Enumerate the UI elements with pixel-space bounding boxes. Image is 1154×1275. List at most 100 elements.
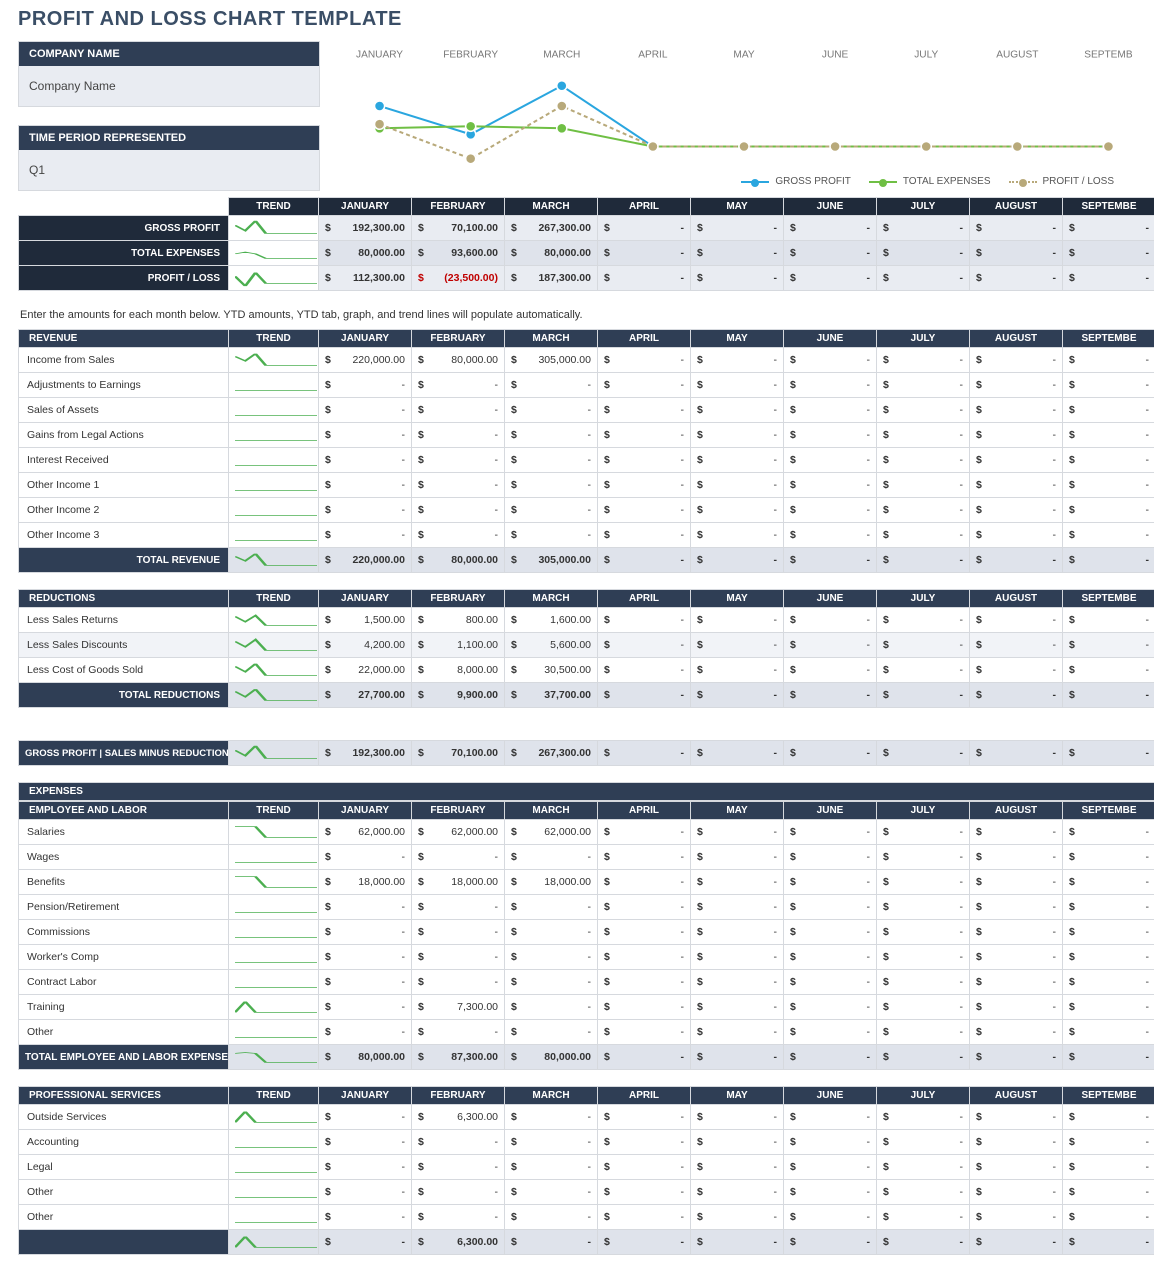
value-cell[interactable]: $-	[784, 870, 877, 895]
value-cell[interactable]: $-	[691, 1230, 784, 1255]
value-cell[interactable]: $-	[784, 216, 877, 241]
value-cell[interactable]: $-	[598, 895, 691, 920]
value-cell[interactable]: $-	[691, 683, 784, 708]
value-cell[interactable]: $-	[598, 820, 691, 845]
value-cell[interactable]: $-	[970, 741, 1063, 766]
company-value[interactable]: Company Name	[19, 66, 319, 106]
value-cell[interactable]: $-	[691, 970, 784, 995]
value-cell[interactable]: $-	[691, 995, 784, 1020]
value-cell[interactable]: $-	[970, 658, 1063, 683]
value-cell[interactable]: $267,300.00	[505, 216, 598, 241]
value-cell[interactable]: $-	[970, 423, 1063, 448]
value-cell[interactable]: $4,200.00	[319, 633, 412, 658]
value-cell[interactable]: $62,000.00	[505, 820, 598, 845]
value-cell[interactable]: $-	[970, 845, 1063, 870]
value-cell[interactable]: $-	[598, 373, 691, 398]
value-cell[interactable]: $87,300.00	[412, 1045, 505, 1070]
value-cell[interactable]: $-	[691, 398, 784, 423]
value-cell[interactable]: $-	[784, 683, 877, 708]
value-cell[interactable]: $-	[970, 1155, 1063, 1180]
value-cell[interactable]: $192,300.00	[319, 741, 412, 766]
value-cell[interactable]: $-	[877, 608, 970, 633]
value-cell[interactable]: $-	[691, 895, 784, 920]
value-cell[interactable]: $-	[784, 820, 877, 845]
value-cell[interactable]: $-	[970, 241, 1063, 266]
value-cell[interactable]: $-	[412, 398, 505, 423]
value-cell[interactable]: $-	[784, 1105, 877, 1130]
value-cell[interactable]: $-	[1063, 1205, 1154, 1230]
value-cell[interactable]: $-	[505, 1130, 598, 1155]
value-cell[interactable]: $-	[1063, 241, 1154, 266]
value-cell[interactable]: $7,300.00	[412, 995, 505, 1020]
value-cell[interactable]: $-	[598, 498, 691, 523]
value-cell[interactable]: $-	[1063, 920, 1154, 945]
value-cell[interactable]: $192,300.00	[319, 216, 412, 241]
value-cell[interactable]: $-	[784, 1130, 877, 1155]
value-cell[interactable]: $-	[598, 473, 691, 498]
value-cell[interactable]: $-	[1063, 473, 1154, 498]
value-cell[interactable]: $-	[784, 548, 877, 573]
value-cell[interactable]: $-	[598, 523, 691, 548]
value-cell[interactable]: $-	[691, 1130, 784, 1155]
value-cell[interactable]: $6,300.00	[412, 1105, 505, 1130]
value-cell[interactable]: $-	[319, 473, 412, 498]
value-cell[interactable]: $-	[970, 633, 1063, 658]
value-cell[interactable]: $-	[505, 373, 598, 398]
value-cell[interactable]: $-	[412, 1020, 505, 1045]
value-cell[interactable]: $-	[598, 970, 691, 995]
value-cell[interactable]: $-	[691, 548, 784, 573]
value-cell[interactable]: $-	[970, 448, 1063, 473]
value-cell[interactable]: $-	[412, 1155, 505, 1180]
value-cell[interactable]: $-	[877, 498, 970, 523]
value-cell[interactable]: $-	[784, 448, 877, 473]
value-cell[interactable]: $30,500.00	[505, 658, 598, 683]
value-cell[interactable]: $-	[877, 398, 970, 423]
value-cell[interactable]: $-	[877, 266, 970, 291]
value-cell[interactable]: $-	[319, 498, 412, 523]
value-cell[interactable]: $-	[1063, 266, 1154, 291]
value-cell[interactable]: $-	[319, 845, 412, 870]
value-cell[interactable]: $-	[1063, 398, 1154, 423]
value-cell[interactable]: $-	[877, 970, 970, 995]
value-cell[interactable]: $305,000.00	[505, 348, 598, 373]
value-cell[interactable]: $-	[598, 1020, 691, 1045]
value-cell[interactable]: $-	[970, 1130, 1063, 1155]
value-cell[interactable]: $-	[877, 373, 970, 398]
value-cell[interactable]: $-	[1063, 870, 1154, 895]
value-cell[interactable]: $-	[970, 820, 1063, 845]
value-cell[interactable]: $-	[970, 348, 1063, 373]
value-cell[interactable]: $-	[970, 548, 1063, 573]
value-cell[interactable]: $-	[598, 448, 691, 473]
value-cell[interactable]: $-	[598, 741, 691, 766]
value-cell[interactable]: $9,900.00	[412, 683, 505, 708]
value-cell[interactable]: $-	[877, 945, 970, 970]
value-cell[interactable]: $-	[1063, 1180, 1154, 1205]
value-cell[interactable]: $-	[691, 820, 784, 845]
value-cell[interactable]: $800.00	[412, 608, 505, 633]
value-cell[interactable]: $-	[598, 1230, 691, 1255]
value-cell[interactable]: $18,000.00	[505, 870, 598, 895]
value-cell[interactable]: $-	[784, 945, 877, 970]
value-cell[interactable]: $-	[1063, 373, 1154, 398]
value-cell[interactable]: $22,000.00	[319, 658, 412, 683]
value-cell[interactable]: $-	[1063, 1130, 1154, 1155]
value-cell[interactable]: $-	[877, 895, 970, 920]
value-cell[interactable]: $18,000.00	[319, 870, 412, 895]
value-cell[interactable]: $80,000.00	[412, 548, 505, 573]
value-cell[interactable]: $-	[598, 1155, 691, 1180]
value-cell[interactable]: $-	[505, 1180, 598, 1205]
value-cell[interactable]: $-	[784, 895, 877, 920]
value-cell[interactable]: $-	[877, 683, 970, 708]
value-cell[interactable]: $-	[505, 423, 598, 448]
value-cell[interactable]: $-	[784, 1205, 877, 1230]
value-cell[interactable]: $-	[598, 995, 691, 1020]
value-cell[interactable]: $70,100.00	[412, 741, 505, 766]
value-cell[interactable]: $-	[784, 845, 877, 870]
value-cell[interactable]: $-	[877, 741, 970, 766]
value-cell[interactable]: $-	[1063, 423, 1154, 448]
value-cell[interactable]: $93,600.00	[412, 241, 505, 266]
value-cell[interactable]: $-	[784, 608, 877, 633]
value-cell[interactable]: $-	[1063, 633, 1154, 658]
value-cell[interactable]: $-	[319, 523, 412, 548]
value-cell[interactable]: $-	[877, 241, 970, 266]
